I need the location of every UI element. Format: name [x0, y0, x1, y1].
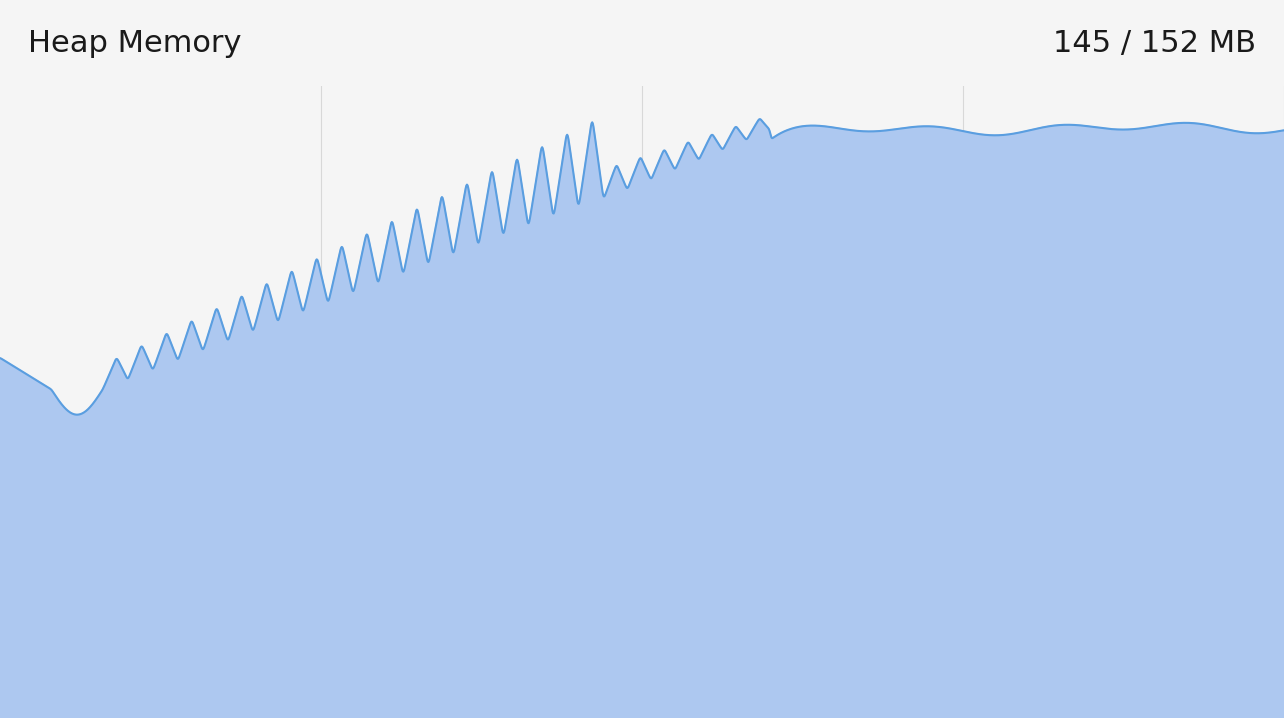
- Text: 145 / 152 MB: 145 / 152 MB: [1053, 29, 1256, 57]
- Text: Heap Memory: Heap Memory: [28, 29, 241, 57]
